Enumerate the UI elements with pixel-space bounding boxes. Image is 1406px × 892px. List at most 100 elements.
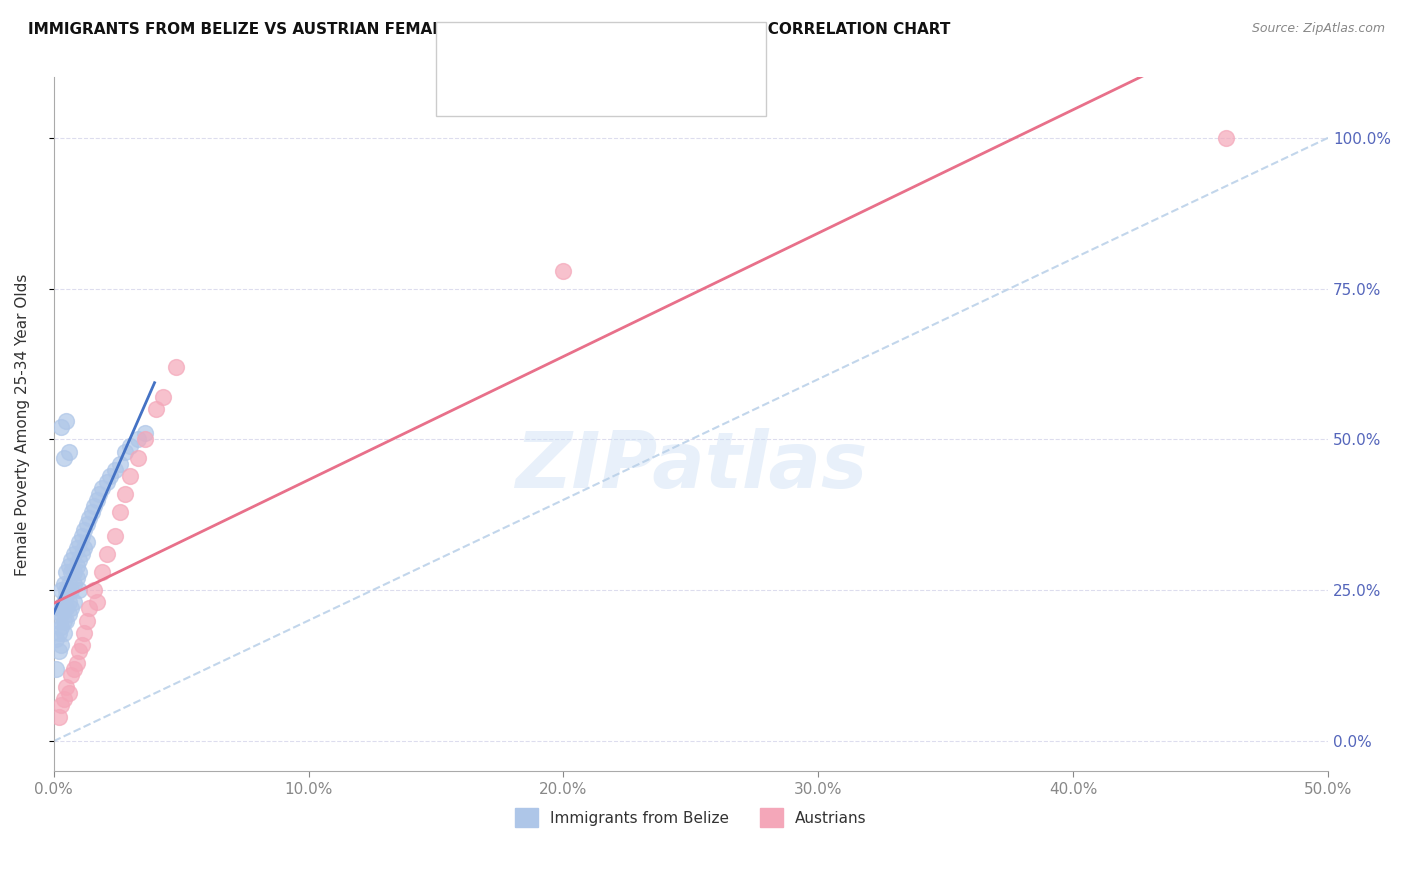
Text: IMMIGRANTS FROM BELIZE VS AUSTRIAN FEMALE POVERTY AMONG 25-34 YEAR OLDS CORRELAT: IMMIGRANTS FROM BELIZE VS AUSTRIAN FEMAL… [28,22,950,37]
Point [76,535,98,549]
Point [52,625,75,640]
Point [65,559,87,574]
Point [114,444,136,458]
Point [127,450,149,465]
Point [58,595,80,609]
Point [67,583,90,598]
Text: R = 0.207: R = 0.207 [482,42,565,56]
Point [108,457,131,471]
Text: ZIPatlas: ZIPatlas [515,428,868,504]
Point [120,438,142,452]
Point [134,426,156,441]
Point [63,662,86,676]
Point [83,499,105,513]
Point [80,505,103,519]
Point [48,614,70,628]
Point [86,595,108,609]
Point [79,601,101,615]
Text: ■: ■ [461,66,484,89]
Point [52,577,75,591]
Point [65,571,87,585]
Point [48,710,70,724]
Point [52,614,75,628]
Point [58,444,80,458]
Point [86,492,108,507]
Point [134,433,156,447]
Point [76,516,98,531]
Point [45,632,67,646]
Point [98,468,121,483]
Point [96,547,118,561]
Point [127,433,149,447]
Point [152,390,174,404]
Point [55,583,77,598]
Point [60,601,83,615]
Point [65,541,87,555]
Point [51,420,73,434]
Point [67,535,90,549]
Legend: Immigrants from Belize, Austrians: Immigrants from Belize, Austrians [509,802,873,833]
Point [165,360,187,375]
Point [73,541,96,555]
Point [145,402,167,417]
Point [108,505,131,519]
Point [51,698,73,712]
Point [58,559,80,574]
Point [58,686,80,700]
Point [51,619,73,633]
Point [114,487,136,501]
Point [104,529,127,543]
Point [48,643,70,657]
Point [55,566,77,580]
Point [70,638,93,652]
Point [55,601,77,615]
Point [55,680,77,694]
Point [55,590,77,604]
Point [60,668,83,682]
Text: Source: ZipAtlas.com: Source: ZipAtlas.com [1251,22,1385,36]
Point [63,566,86,580]
Point [91,566,114,580]
Point [83,583,105,598]
Point [51,638,73,652]
Text: N = 28: N = 28 [612,70,669,85]
Point [67,566,90,580]
Point [51,583,73,598]
Point [52,692,75,706]
Point [65,656,87,670]
Point [60,583,83,598]
Point [51,601,73,615]
Point [63,547,86,561]
Point [48,625,70,640]
Point [67,643,90,657]
Point [67,553,90,567]
Text: R = 0.905: R = 0.905 [482,70,565,85]
Point [120,468,142,483]
Point [79,511,101,525]
Y-axis label: Female Poverty Among 25-34 Year Olds: Female Poverty Among 25-34 Year Olds [15,273,30,575]
Point [73,625,96,640]
Point [70,529,93,543]
Point [104,463,127,477]
Point [55,614,77,628]
Point [553,263,575,277]
Point [52,595,75,609]
Point [48,601,70,615]
Point [63,577,86,591]
Text: ■: ■ [461,37,484,61]
Point [89,487,111,501]
Point [52,450,75,465]
Point [60,566,83,580]
Point [73,523,96,537]
Text: N = 64: N = 64 [612,42,669,56]
Point [76,614,98,628]
Point [96,475,118,489]
Point [70,547,93,561]
Point [91,481,114,495]
Point [1215,130,1237,145]
Point [58,607,80,622]
Point [52,601,75,615]
Point [55,414,77,428]
Point [51,607,73,622]
Point [63,595,86,609]
